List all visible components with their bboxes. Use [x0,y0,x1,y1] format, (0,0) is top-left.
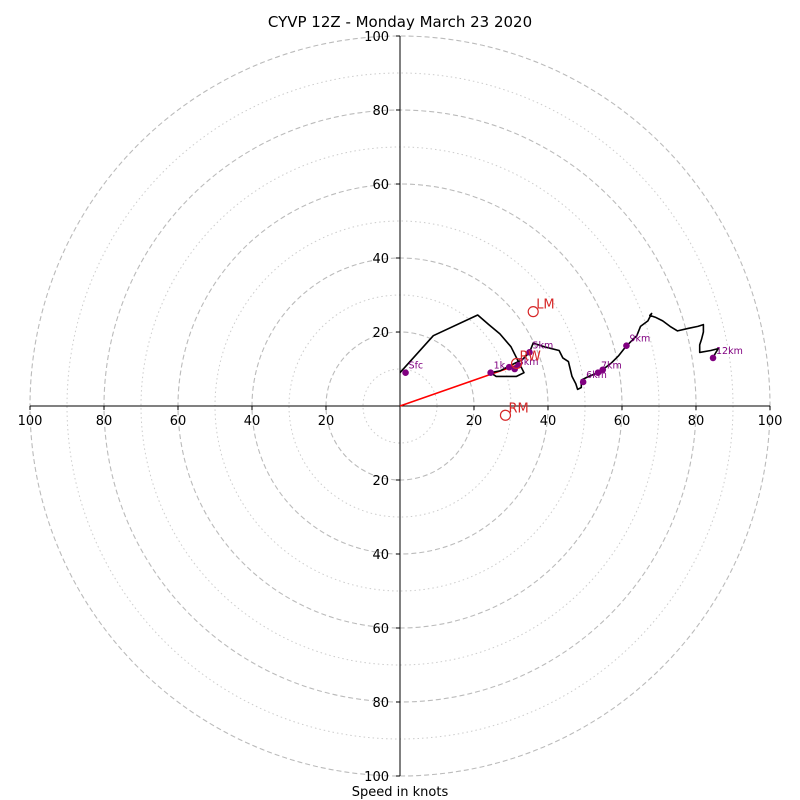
storm-motion-label-lm: LM [536,298,554,313]
x-axis-label: Speed in knots [352,785,449,800]
height-label-5km: 5km [533,340,554,351]
y-tick-label: 100 [364,770,389,785]
x-tick-label: 60 [170,414,187,429]
height-label-Sfc: Sfc [409,361,424,372]
y-tick-label: 80 [372,104,389,119]
hodograph-trace [399,312,720,391]
height-label-3km: 3km [518,357,539,368]
x-tick-label: 60 [614,414,631,429]
y-tick-label: 100 [364,30,389,45]
height-marker-7km [594,369,602,377]
y-tick-label: 60 [372,622,389,637]
hodograph-series [399,312,720,407]
x-tick-label: 20 [466,414,483,429]
chart-title: CYVP 12Z - Monday March 23 2020 [268,13,532,31]
height-label-9km: 9km [629,334,650,345]
height-marker-2km [505,363,513,371]
storm-motion-markers: LM RW RM [499,298,555,421]
x-tick-label: 20 [318,414,335,429]
y-tick-label: 20 [372,474,389,489]
x-tick-label: 100 [18,414,43,429]
height-label-12km: 12km [716,346,743,357]
height-label-1km: 1k [494,361,506,372]
height-marker-1km [487,369,494,377]
storm-motion-label-rw: RW [520,349,542,364]
x-tick-label: 80 [96,414,113,429]
x-tick-label: 80 [688,414,705,429]
x-tick-label: 40 [244,414,261,429]
storm-motion-label-rm: RM [508,401,528,416]
height-marker-8km [599,366,607,374]
y-tick-label: 80 [372,696,389,711]
axis-tick-labels: 20 20 20 20 40 40 40 40 60 60 60 60 80 80 80 80 100 100 10… [18,30,783,785]
height-label-7km: 7km [601,361,622,372]
x-tick-label: 40 [540,414,557,429]
y-tick-label: 40 [372,252,389,267]
storm-motion-rw [510,357,523,370]
storm-motion-rm [499,409,512,421]
y-tick-label: 20 [372,326,389,341]
height-marker-6km [579,378,587,386]
height-marker-9km [623,342,630,349]
y-tick-label: 40 [372,548,389,563]
height-marker-Sfc [402,369,409,377]
y-tick-label: 60 [372,178,389,193]
height-marker-5km [526,349,533,356]
storm-motion-lm [527,306,539,318]
height-marker-12km [709,354,717,362]
x-tick-label: 100 [758,414,783,429]
